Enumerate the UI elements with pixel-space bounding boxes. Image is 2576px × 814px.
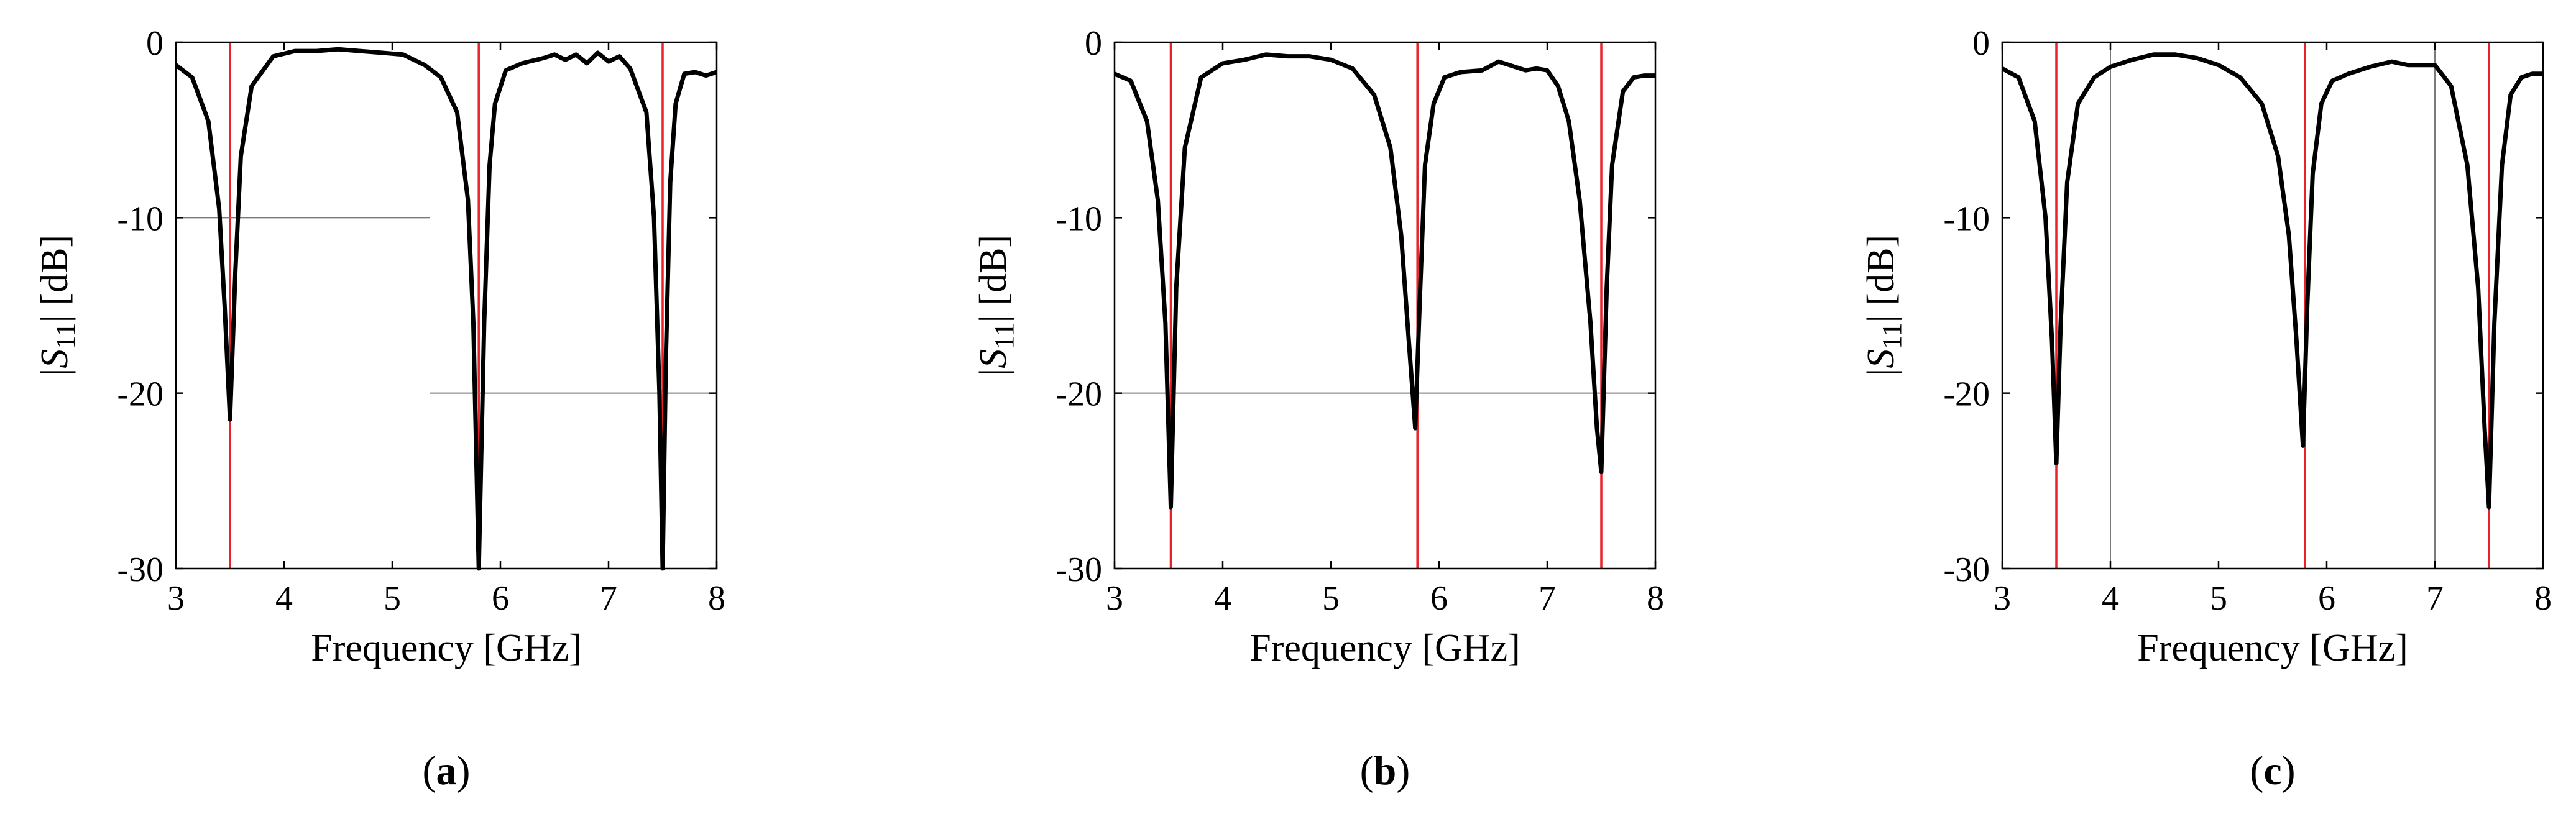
x-tick-label: 5 — [1322, 579, 1340, 618]
chart-panel-a: 3 4 5 6 7 8 0 -10 -20 -30 Frequency [GHz] |S11| [dB… — [34, 24, 725, 793]
plot-frame — [175, 41, 718, 570]
x-tick-label: 4 — [1214, 579, 1231, 618]
plot-frame — [1113, 41, 1657, 570]
x-tick-label: 8 — [1647, 579, 1664, 618]
x-tick-label: 5 — [2210, 579, 2227, 618]
series-line — [1115, 52, 1655, 510]
y-axis-label: |S11| [dB] — [1860, 235, 1907, 376]
panel-caption: (b) — [1360, 748, 1410, 793]
panel-caption: (c) — [2250, 748, 2295, 793]
x-tick-label: 6 — [492, 579, 509, 618]
y-axis-label: |S11| [dB] — [972, 235, 1019, 376]
x-tick-label: 4 — [2102, 579, 2119, 618]
y-tick-label: 0 — [1085, 24, 1102, 63]
x-tick-label: 4 — [275, 579, 293, 618]
x-tick-label: 7 — [1539, 579, 1556, 618]
x-tick-label: 8 — [2534, 579, 2552, 618]
chart-panel-b: 3 4 5 6 7 8 0 -10 -20 -30 Frequency [GHz] |S11| [dB… — [972, 24, 1664, 793]
y-tick-label: -20 — [1943, 375, 1990, 414]
x-axis-label: Frequency [GHz] — [311, 627, 582, 669]
plot-frame — [2001, 41, 2544, 570]
y-axis-label: |S11| [dB] — [34, 235, 81, 376]
x-tick-label: 3 — [1106, 579, 1123, 618]
series-line — [176, 47, 717, 571]
x-tick-label: 7 — [600, 579, 617, 618]
x-tick-label: 8 — [708, 579, 725, 618]
y-tick-label: 0 — [1972, 24, 1990, 63]
x-tick-label: 3 — [1994, 579, 2011, 618]
x-tick-label: 6 — [2318, 579, 2335, 618]
panel-caption: (a) — [423, 748, 471, 793]
y-tick-label: -30 — [117, 551, 163, 589]
y-tick-label: -10 — [1943, 199, 1990, 238]
x-tick-label: 3 — [167, 579, 185, 618]
x-axis-label: Frequency [GHz] — [2137, 627, 2408, 669]
x-tick-label: 5 — [384, 579, 401, 618]
y-tick-label: 0 — [146, 24, 163, 63]
y-tick-label: -20 — [1056, 375, 1102, 414]
x-tick-label: 7 — [2426, 579, 2444, 618]
y-tick-label: -10 — [117, 199, 163, 238]
y-tick-label: -30 — [1943, 551, 1990, 589]
series-line — [2002, 52, 2543, 510]
y-tick-label: -10 — [1056, 199, 1102, 238]
x-tick-label: 6 — [1430, 579, 1448, 618]
chart-panel-c: 3 4 5 6 7 8 0 -10 -20 -30 Frequency [GHz] |S11| [dB… — [1860, 24, 2552, 793]
y-tick-label: -20 — [117, 375, 163, 414]
x-axis-label: Frequency [GHz] — [1249, 627, 1520, 669]
y-tick-label: -30 — [1056, 551, 1102, 589]
